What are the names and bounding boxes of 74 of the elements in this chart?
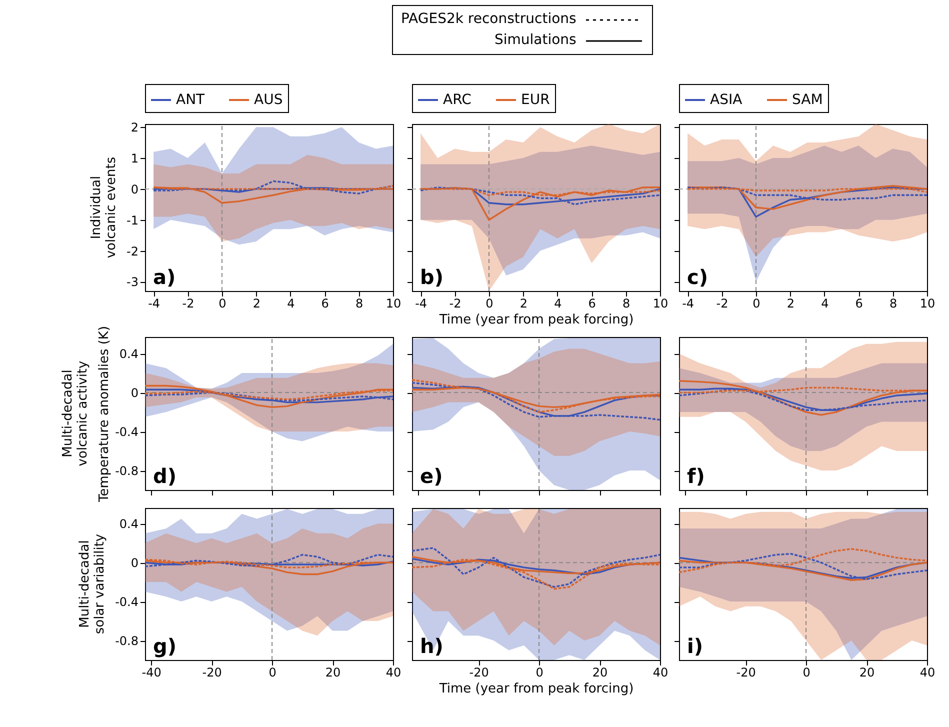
x-tick-label: 0: [268, 666, 276, 680]
x-tick-label: 40: [386, 666, 402, 680]
x-tick-label: 20: [592, 666, 608, 680]
y-tick-label: 0.4: [119, 347, 138, 362]
text: Simulations: [494, 31, 576, 50]
y-tick-label: 0: [130, 556, 138, 570]
x-tick-label: -4: [415, 296, 428, 310]
annotation: f): [687, 464, 705, 488]
y-tick-label: 0.4: [119, 517, 138, 532]
x-tick-label: 8: [622, 296, 630, 310]
x-tick-label: 2: [786, 296, 794, 310]
y-axis-title: Temperature anomalies (K): [97, 326, 112, 504]
text: PAGES2k reconstructions: [401, 10, 576, 29]
x-tick-label: 0: [802, 666, 810, 680]
y-tick-label: 0: [130, 386, 138, 400]
text: Multi-decadal volcanic activity: [60, 360, 91, 466]
x-tick-label: 4: [554, 296, 562, 310]
x-tick-label: 2: [252, 296, 260, 310]
x-tick-label: 40: [652, 666, 668, 680]
x-tick-label: -20: [469, 666, 489, 680]
x-tick-label: -4: [148, 296, 160, 310]
x-tick-label: 10: [386, 296, 402, 310]
x-tick-label: -2: [716, 296, 728, 310]
y-tick-label: -0.8: [115, 634, 138, 648]
x-tick-label: 4: [287, 296, 295, 310]
annotation: e): [420, 464, 443, 488]
x-tick-label: -20: [202, 666, 222, 680]
x-tick-label: 0: [536, 666, 544, 680]
x-tick-label: -4: [682, 296, 694, 310]
x-tick-label: -40: [142, 666, 162, 680]
x-tick-label: 20: [325, 666, 341, 680]
x-axis-title: Time (year from peak forcing): [438, 312, 634, 328]
y-tick-label: 1: [130, 152, 138, 166]
x-tick-label: 0: [486, 296, 494, 310]
x-tick-label: 0: [218, 296, 226, 310]
x-tick-label: 0: [752, 296, 760, 310]
annotation: d): [153, 464, 176, 488]
annotation: g): [153, 634, 176, 658]
x-tick-label: 2: [520, 296, 528, 310]
x-tick-label: 6: [321, 296, 329, 310]
y-tick-label: -0.8: [115, 464, 138, 478]
x-tick-label: 20: [859, 666, 875, 680]
x-tick-label: 10: [920, 296, 936, 310]
legend-label: ASIA: [710, 92, 743, 108]
y-tick-label: 2: [130, 120, 138, 135]
x-tick-label: 10: [652, 296, 668, 310]
x-tick-label: 8: [889, 296, 898, 310]
x-tick-label: -2: [182, 296, 194, 310]
y-tick-label: -0.4: [115, 595, 138, 610]
text: Multi-decadal solar variability: [78, 534, 108, 634]
legend-label: EUR: [521, 92, 550, 108]
annotation: c): [687, 265, 708, 289]
y-tick-label: -0.4: [115, 425, 138, 440]
x-tick-label: 6: [855, 296, 863, 310]
legend-label: SAM: [792, 92, 823, 108]
x-axis-title: Time (year from peak forcing): [438, 682, 634, 696]
annotation: h): [420, 634, 444, 658]
y-tick-label: -1: [126, 213, 138, 228]
y-tick-label: -2: [126, 244, 138, 258]
legend-label: AUS: [254, 92, 283, 108]
x-tick-label: 6: [588, 296, 596, 310]
legend-label: ARC: [443, 92, 472, 108]
x-tick-label: 40: [920, 666, 936, 680]
x-tick-label: -20: [736, 666, 756, 680]
legend-label: ANT: [176, 92, 206, 108]
annotation: a): [153, 265, 176, 289]
y-tick-label: 0: [130, 182, 138, 196]
x-tick-label: 8: [355, 296, 364, 310]
annotation: b): [420, 265, 444, 289]
y-tick-label: -3: [126, 275, 138, 290]
annotation: i): [687, 634, 703, 658]
text: Individual volcanic events: [89, 156, 120, 258]
x-tick-label: -2: [449, 296, 462, 310]
x-tick-label: 4: [821, 296, 829, 310]
